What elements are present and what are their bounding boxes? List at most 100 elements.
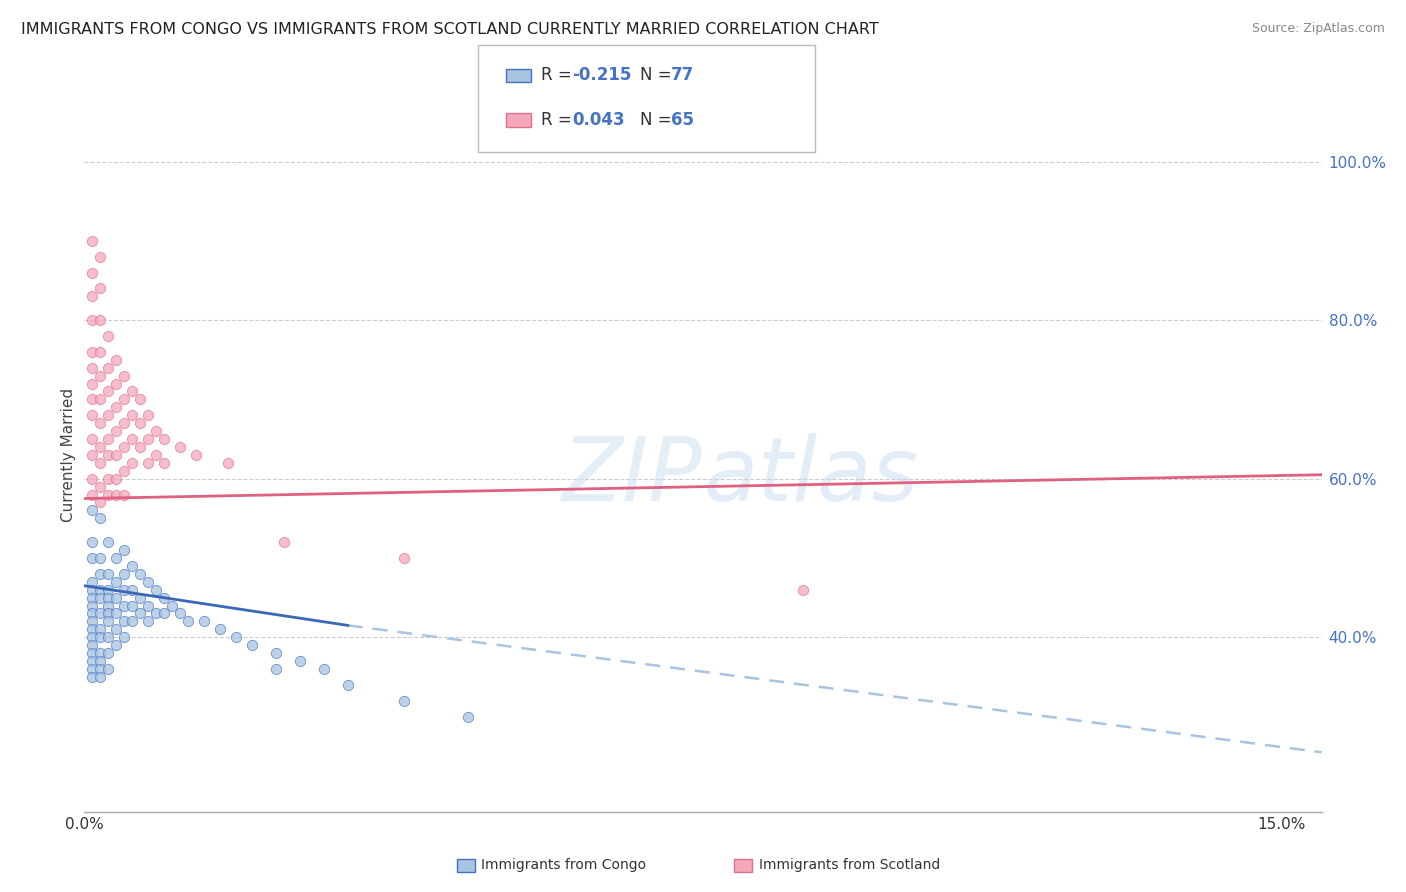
Point	[82, 582, 104, 597]
Point	[97, 472, 120, 486]
Point	[145, 607, 167, 621]
Text: 77: 77	[671, 66, 695, 85]
Point	[105, 551, 128, 566]
Point	[792, 582, 814, 597]
Point	[112, 543, 135, 558]
Point	[82, 646, 104, 660]
Text: R =: R =	[541, 111, 578, 129]
Text: ZIP: ZIP	[562, 434, 703, 519]
Text: N =: N =	[640, 66, 676, 85]
Point	[145, 448, 167, 462]
Point	[82, 432, 104, 446]
Point	[136, 574, 159, 589]
Point	[89, 630, 111, 644]
Point	[105, 424, 128, 438]
Point	[336, 678, 359, 692]
Point	[82, 654, 104, 668]
Point	[105, 623, 128, 637]
Point	[89, 368, 111, 383]
Point	[89, 281, 111, 295]
Point	[112, 416, 135, 430]
Point	[184, 448, 207, 462]
Point	[89, 582, 111, 597]
Point	[89, 440, 111, 454]
Point	[160, 599, 183, 613]
Point	[145, 424, 167, 438]
Point	[121, 582, 143, 597]
Point	[129, 591, 152, 605]
Point	[121, 432, 143, 446]
Point	[82, 607, 104, 621]
Point	[97, 384, 120, 399]
Text: IMMIGRANTS FROM CONGO VS IMMIGRANTS FROM SCOTLAND CURRENTLY MARRIED CORRELATION : IMMIGRANTS FROM CONGO VS IMMIGRANTS FROM…	[21, 22, 879, 37]
Point	[89, 591, 111, 605]
Point	[153, 591, 176, 605]
Point	[112, 487, 135, 501]
Point	[112, 615, 135, 629]
Text: R =: R =	[541, 66, 578, 85]
Point	[121, 599, 143, 613]
Point	[82, 591, 104, 605]
Point	[105, 487, 128, 501]
Point	[89, 662, 111, 676]
Point	[82, 535, 104, 549]
Point	[145, 582, 167, 597]
Point	[82, 313, 104, 327]
Point	[121, 384, 143, 399]
Point	[82, 289, 104, 303]
Point	[112, 566, 135, 581]
Point	[121, 456, 143, 470]
Point	[82, 472, 104, 486]
Point	[121, 558, 143, 573]
Point	[112, 440, 135, 454]
Point	[105, 376, 128, 391]
Point	[153, 607, 176, 621]
Point	[89, 607, 111, 621]
Point	[82, 574, 104, 589]
Point	[240, 638, 263, 652]
Point	[288, 654, 311, 668]
Point	[82, 670, 104, 684]
Point	[82, 551, 104, 566]
Point	[89, 654, 111, 668]
Point	[82, 409, 104, 423]
Point	[392, 551, 415, 566]
Point	[129, 440, 152, 454]
Text: atlas: atlas	[703, 434, 918, 519]
Point	[97, 566, 120, 581]
Point	[82, 599, 104, 613]
Point	[82, 638, 104, 652]
Point	[82, 448, 104, 462]
Point	[105, 574, 128, 589]
Point	[97, 409, 120, 423]
Text: Immigrants from Scotland: Immigrants from Scotland	[759, 858, 941, 872]
Point	[209, 623, 232, 637]
Y-axis label: Currently Married: Currently Married	[60, 388, 76, 522]
Point	[82, 623, 104, 637]
Point	[82, 503, 104, 517]
Point	[97, 607, 120, 621]
Point	[97, 646, 120, 660]
Point	[82, 360, 104, 375]
Point	[97, 630, 120, 644]
Point	[97, 615, 120, 629]
Text: 65: 65	[671, 111, 693, 129]
Point	[112, 392, 135, 407]
Point	[82, 615, 104, 629]
Point	[169, 440, 191, 454]
Point	[89, 566, 111, 581]
Point	[264, 646, 287, 660]
Point	[82, 344, 104, 359]
Point	[136, 615, 159, 629]
Point	[312, 662, 335, 676]
Point	[97, 360, 120, 375]
Point	[89, 456, 111, 470]
Point	[112, 464, 135, 478]
Point	[153, 432, 176, 446]
Point	[129, 392, 152, 407]
Point	[105, 472, 128, 486]
Point	[153, 456, 176, 470]
Point	[82, 234, 104, 248]
Point	[97, 599, 120, 613]
Point	[129, 566, 152, 581]
